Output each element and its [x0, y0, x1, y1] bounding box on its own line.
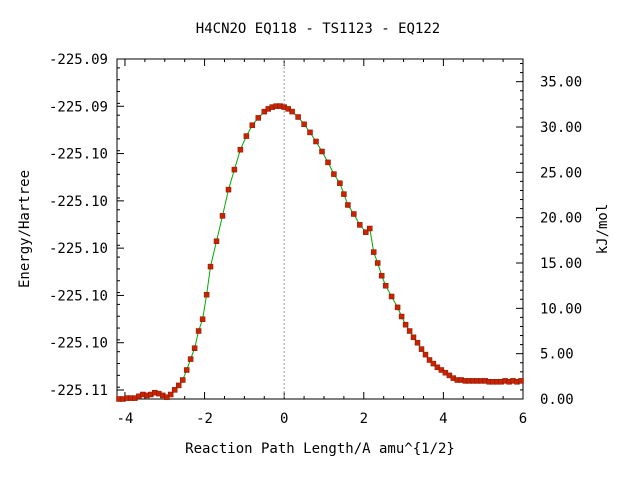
y2-tick-label: 10.00: [540, 301, 582, 317]
data-point: [418, 346, 425, 352]
plot-frame: [116, 58, 524, 400]
data-point: [331, 171, 337, 177]
y2-tick-label: 15.00: [540, 256, 582, 272]
data-point: [307, 129, 313, 136]
y-tick-label: -225.11: [49, 383, 108, 399]
data-point: [237, 146, 244, 153]
data-point: [207, 263, 214, 270]
chart-title: H4CN2O EQ118 - TS1123 - EQ122: [196, 21, 440, 37]
data-point: [370, 249, 377, 255]
data-point: [289, 108, 295, 115]
y-tick-label: -225.09: [49, 52, 108, 68]
data-point: [374, 260, 381, 266]
y2-tick-label: 30.00: [540, 120, 582, 136]
data-point: [195, 328, 202, 334]
data-point: [422, 351, 429, 358]
x-axis-label: Reaction Path Length/A amu^{1/2}: [185, 441, 455, 457]
data-point: [382, 282, 389, 289]
data-point: [325, 159, 331, 166]
data-point: [183, 367, 190, 373]
data-point: [219, 213, 226, 219]
y2-tick-label: 25.00: [540, 165, 582, 181]
x-tick-label: -2: [196, 411, 213, 427]
y-axis-label: Energy/Hartree: [17, 170, 33, 288]
data-point: [345, 202, 351, 208]
data-point: [363, 229, 369, 235]
y-tick-label: -225.10: [49, 241, 108, 257]
data-point: [398, 313, 405, 320]
data-point: [167, 391, 174, 398]
y-tick-label: -225.09: [49, 99, 108, 115]
y2-tick-label: 5.00: [540, 347, 574, 363]
data-point: [430, 360, 437, 367]
y2-tick-label: 0.00: [540, 392, 574, 408]
y-tick-label: -225.10: [49, 194, 108, 210]
energy-series: [116, 103, 524, 402]
data-point: [179, 377, 186, 383]
y2-tick-label: 35.00: [540, 75, 582, 91]
x-tick-label: 2: [360, 411, 368, 427]
data-point: [378, 272, 385, 279]
data-point: [319, 148, 325, 155]
data-point: [171, 387, 178, 393]
data-point: [213, 238, 220, 244]
data-point: [341, 191, 347, 197]
data-point: [406, 328, 413, 334]
data-point: [199, 316, 206, 322]
x-tick-label: -4: [117, 411, 134, 427]
x-tick-label: 0: [280, 411, 288, 427]
data-point: [301, 121, 307, 128]
data-point: [249, 122, 256, 128]
data-point: [313, 138, 319, 145]
data-point: [388, 293, 395, 300]
data-point: [410, 334, 417, 341]
data-point: [426, 357, 433, 363]
data-point: [357, 222, 363, 228]
data-point: [414, 340, 421, 346]
data-point: [231, 166, 238, 173]
y2-tick-label: 20.00: [540, 211, 582, 227]
data-point: [367, 225, 373, 232]
data-point: [175, 382, 182, 389]
data-point: [191, 345, 198, 351]
data-point: [203, 291, 210, 298]
data-point: [351, 211, 357, 217]
y-tick-label: -225.10: [49, 336, 108, 352]
data-point: [187, 356, 194, 362]
x-tick-label: 4: [439, 411, 447, 427]
data-point: [518, 378, 524, 384]
x-tick-labels: -4 -2 0 2 4 6: [117, 411, 528, 427]
x-tick-label: 6: [519, 411, 527, 427]
data-point: [225, 186, 232, 193]
data-point: [402, 321, 409, 328]
data-point: [243, 133, 250, 139]
data-point: [337, 180, 343, 186]
data-point: [394, 304, 401, 311]
y-tick-labels: -225.11 -225.10 -225.10 -225.10 -225.10 -225.…: [49, 52, 108, 399]
y2-tick-labels: 0.00 5.00 10.00 15.00 20.00 25.00 30.00 35.00: [540, 75, 582, 408]
data-point: [255, 115, 262, 121]
axes-ticks: [117, 58, 524, 400]
y-tick-label: -225.10: [49, 147, 108, 163]
data-point: [295, 114, 301, 120]
y2-axis-label: kJ/mol: [595, 204, 611, 255]
y-tick-label: -225.10: [49, 288, 108, 304]
